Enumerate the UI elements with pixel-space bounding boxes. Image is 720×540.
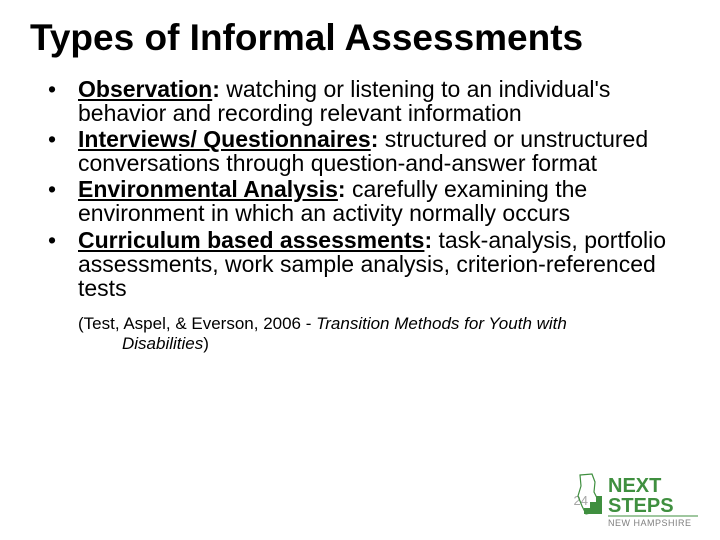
citation-prefix: (Test, Aspel, & Everson, 2006 - <box>78 314 316 333</box>
logo-subtext: NEW HAMPSHIRE <box>608 518 692 528</box>
bullet-term: Observation <box>78 76 212 102</box>
slide: Types of Informal Assessments Observatio… <box>0 0 720 540</box>
bullet-colon: : <box>212 76 220 102</box>
logo-svg: NEXT STEPS NEW HAMPSHIRE <box>572 470 702 530</box>
list-item: Curriculum based assessments: task-analy… <box>78 228 690 300</box>
citation: (Test, Aspel, & Everson, 2006 - Transiti… <box>30 314 690 353</box>
bullet-colon: : <box>424 227 432 253</box>
citation-suffix: ) <box>203 334 209 353</box>
citation-italic-2: Disabilities <box>122 334 203 353</box>
bullet-term: Interviews/ Questionnaires <box>78 126 371 152</box>
bullet-term: Curriculum based assessments <box>78 227 424 253</box>
nh-outline-icon <box>578 474 602 514</box>
slide-title: Types of Informal Assessments <box>30 18 690 59</box>
bullet-list: Observation: watching or listening to an… <box>30 77 690 300</box>
list-item: Environmental Analysis: carefully examin… <box>78 177 690 225</box>
logo-text-bottom: STEPS <box>608 495 674 517</box>
logo-text-top: NEXT <box>608 475 661 497</box>
list-item: Observation: watching or listening to an… <box>78 77 690 125</box>
logo-next-steps: NEXT STEPS NEW HAMPSHIRE <box>572 470 702 530</box>
bullet-term: Environmental Analysis <box>78 176 338 202</box>
citation-italic-1: Transition Methods for Youth with <box>316 314 567 333</box>
list-item: Interviews/ Questionnaires: structured o… <box>78 127 690 175</box>
bullet-colon: : <box>338 176 346 202</box>
